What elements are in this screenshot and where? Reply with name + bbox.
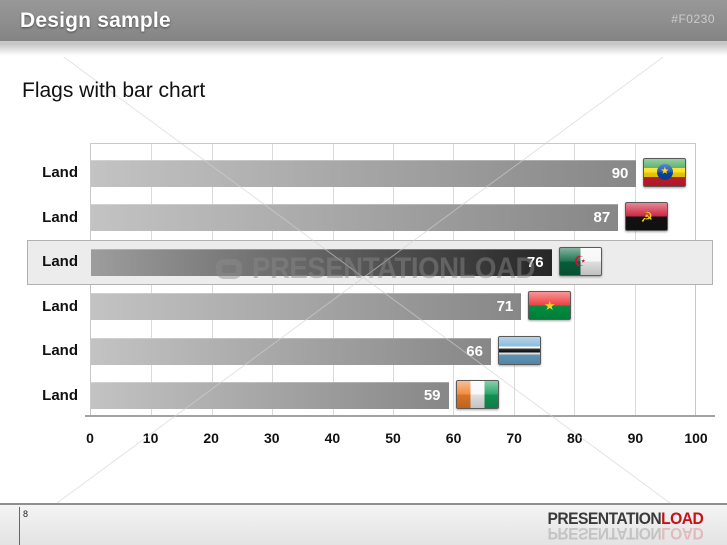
bar: 71 bbox=[91, 293, 522, 320]
algeria-crescent-emblem: ☪ bbox=[573, 253, 587, 269]
header-shadow-strip bbox=[0, 43, 727, 57]
page-number: 8 bbox=[23, 509, 29, 519]
x-axis-tick-label: 10 bbox=[142, 430, 159, 446]
x-axis-tick-label: 80 bbox=[567, 430, 583, 446]
bar: 66 bbox=[91, 337, 491, 365]
slide-footer: 8 PRESENTATIONLOAD PRESENTATIONLOAD bbox=[0, 503, 727, 545]
ivory-coast-flag-icon bbox=[455, 380, 499, 409]
slide-header: Design sample #F0230 bbox=[0, 0, 727, 43]
angola-flag-icon: ☭ bbox=[625, 202, 669, 231]
category-label: Land bbox=[42, 297, 78, 315]
bar-highlighted: 76 bbox=[91, 248, 552, 276]
bar: 90 bbox=[91, 159, 637, 187]
category-label: Land bbox=[42, 342, 78, 359]
x-axis-tick-label: 70 bbox=[506, 430, 522, 446]
bar-value-label: 71 bbox=[496, 298, 514, 315]
botswana-flag-icon bbox=[497, 335, 541, 365]
x-axis-tick-label: 40 bbox=[324, 430, 341, 446]
x-axis-line bbox=[85, 415, 715, 417]
x-axis-tick-label: 30 bbox=[264, 430, 280, 446]
page-title: Flags with bar chart bbox=[22, 79, 206, 102]
header-title: Design sample bbox=[20, 9, 171, 32]
bar-value-label: 59 bbox=[423, 387, 441, 404]
bar-value-label: 87 bbox=[593, 209, 611, 226]
bar: 87 bbox=[91, 204, 619, 231]
ethiopia-star-emblem: ★ bbox=[656, 164, 673, 180]
category-label: Land bbox=[42, 164, 78, 181]
algeria-flag-icon: ☪ bbox=[558, 246, 602, 276]
template-code: #F0230 bbox=[671, 12, 715, 26]
burkina-faso-flag-icon: ★ bbox=[528, 291, 572, 320]
x-axis-tick-label: 100 bbox=[684, 430, 708, 446]
x-axis-tick-label: 50 bbox=[385, 430, 401, 446]
burkina-faso-star-emblem: ★ bbox=[543, 298, 556, 313]
category-label: Land bbox=[42, 208, 78, 226]
x-axis-tick-label: 60 bbox=[445, 430, 462, 446]
x-axis-tick-label: 0 bbox=[86, 430, 94, 446]
category-label: Land bbox=[42, 386, 78, 404]
x-axis-tick-label: 90 bbox=[627, 430, 644, 446]
brand-logo-reflection: PRESENTATIONLOAD bbox=[547, 524, 703, 543]
bar-value-label: 76 bbox=[526, 253, 544, 271]
category-label: Land bbox=[42, 253, 78, 270]
bar-value-label: 90 bbox=[611, 164, 629, 182]
bar-value-label: 66 bbox=[466, 342, 483, 360]
x-axis-tick-label: 20 bbox=[203, 430, 219, 446]
footer-divider bbox=[19, 507, 20, 545]
bar: 59 bbox=[91, 382, 449, 409]
ethiopia-flag-icon: ★ bbox=[643, 157, 687, 187]
angola-emblem: ☭ bbox=[640, 208, 653, 225]
